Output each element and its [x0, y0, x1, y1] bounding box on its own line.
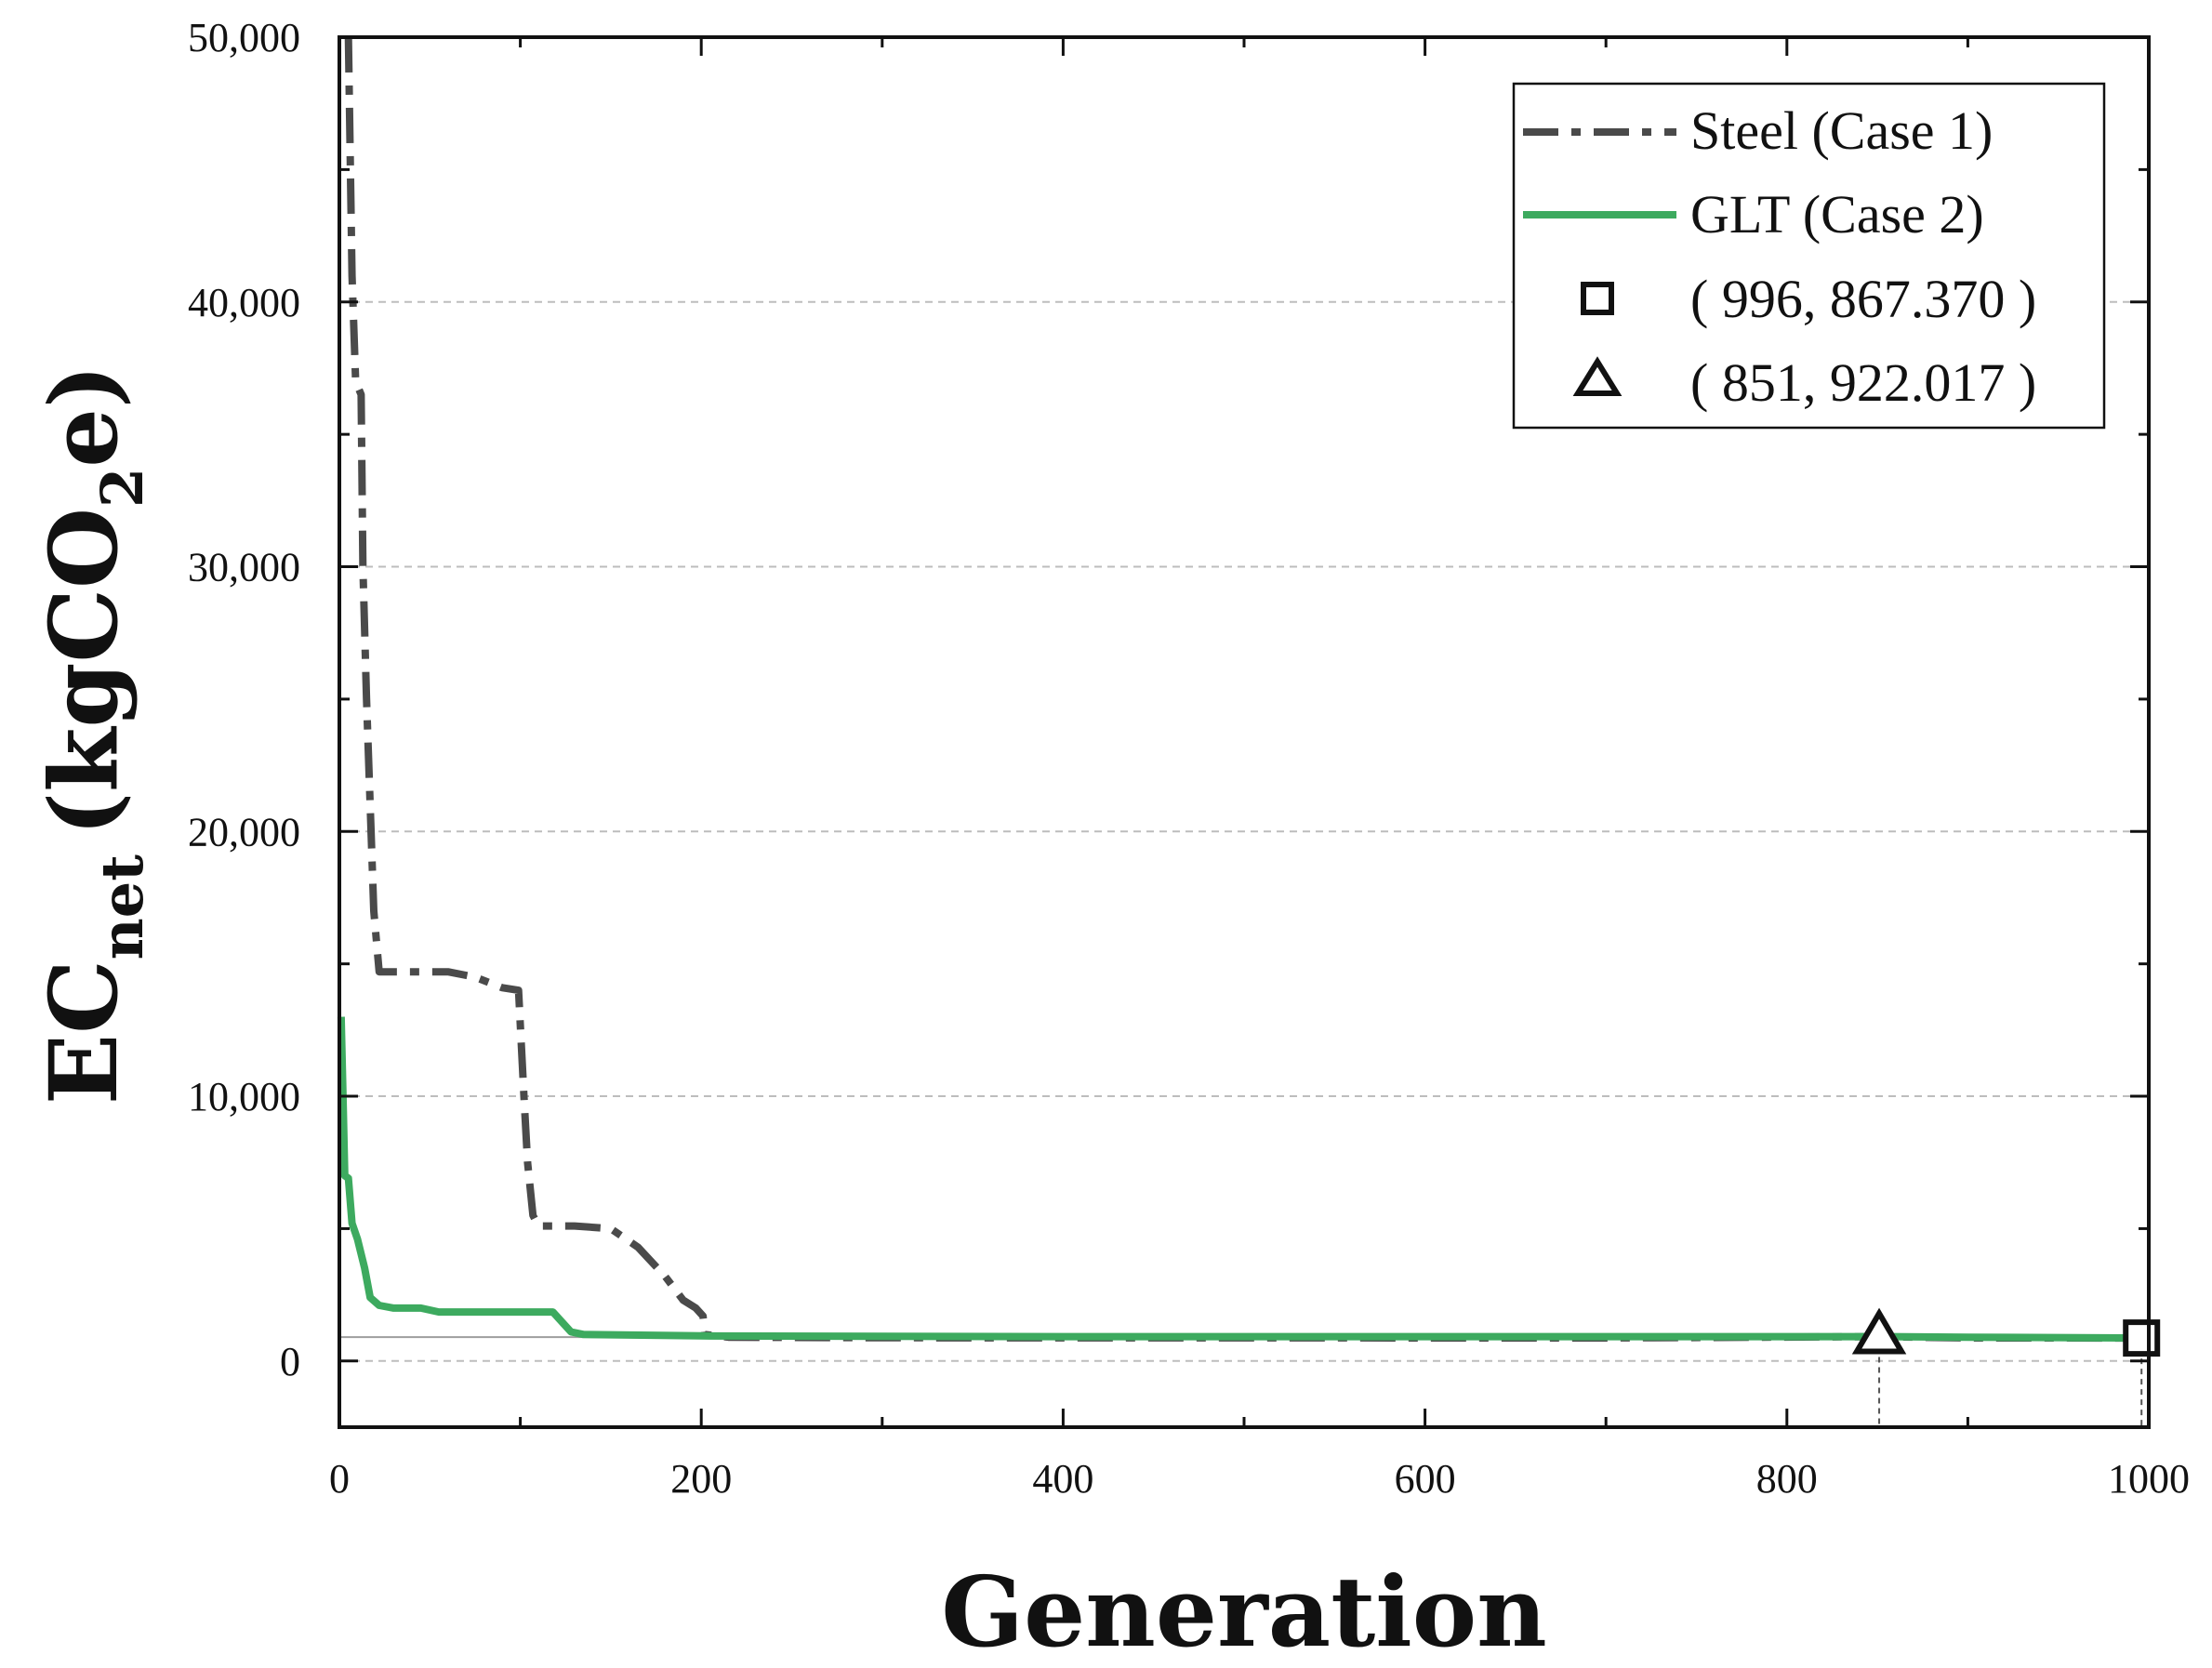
legend-square-marker-icon: [1581, 282, 1614, 315]
x-tick-label: 400: [1032, 1456, 1093, 1502]
y-axis-title-sub: net: [88, 854, 156, 960]
y-axis-title: ECnet (kgCO2e): [29, 364, 156, 1105]
x-tick-label: 600: [1395, 1456, 1456, 1502]
legend-triangle-marker-icon: [1572, 356, 1623, 396]
y-axis-title-unit-end: e): [29, 364, 139, 468]
marker-triangle: [1851, 1307, 1907, 1355]
marker-layer: [1851, 1307, 2161, 1427]
y-tick-label: 50,000: [188, 15, 300, 60]
x-axis-title: Generation: [941, 1555, 1546, 1668]
marker-square: [2123, 1319, 2161, 1357]
y-tick-label: 40,000: [188, 280, 300, 325]
x-tick-label: 1000: [2108, 1456, 2190, 1502]
x-tick-label: 0: [329, 1456, 350, 1502]
legend-steel-label: Steel (Case 1): [1690, 100, 1993, 161]
y-tick-label: 10,000: [188, 1074, 300, 1119]
y-tick-label: 0: [280, 1339, 300, 1384]
tick-layer: 0 10,000 20,000 30,000 40,000 50,000 0 200 400 60…: [188, 15, 2190, 1502]
grid-lines: [339, 300, 2149, 1362]
legend-square-label: ( 996, 867.370 ): [1690, 269, 2036, 329]
y-axis-title-unit: (kgCO: [29, 508, 139, 836]
y-tick-label: 20,000: [188, 809, 300, 854]
series-glt-line: [337, 1016, 2149, 1343]
x-tick-label: 800: [1756, 1456, 1818, 1502]
x-tick-label: 200: [670, 1456, 732, 1502]
legend-triangle-label: ( 851, 922.017 ): [1690, 352, 2036, 413]
series-layer: [337, 36, 2149, 1343]
y-axis-title-unit-sub: 2: [88, 468, 156, 508]
legend-box: [1512, 82, 2106, 430]
y-tick-label: 30,000: [188, 545, 300, 590]
legend-glt-label: GLT (Case 2): [1690, 184, 1984, 245]
y-axis-title-main: EC: [29, 960, 139, 1105]
legend: Steel (Case 1) GLT (Case 2) ( 996, 867.3…: [1512, 82, 2106, 430]
